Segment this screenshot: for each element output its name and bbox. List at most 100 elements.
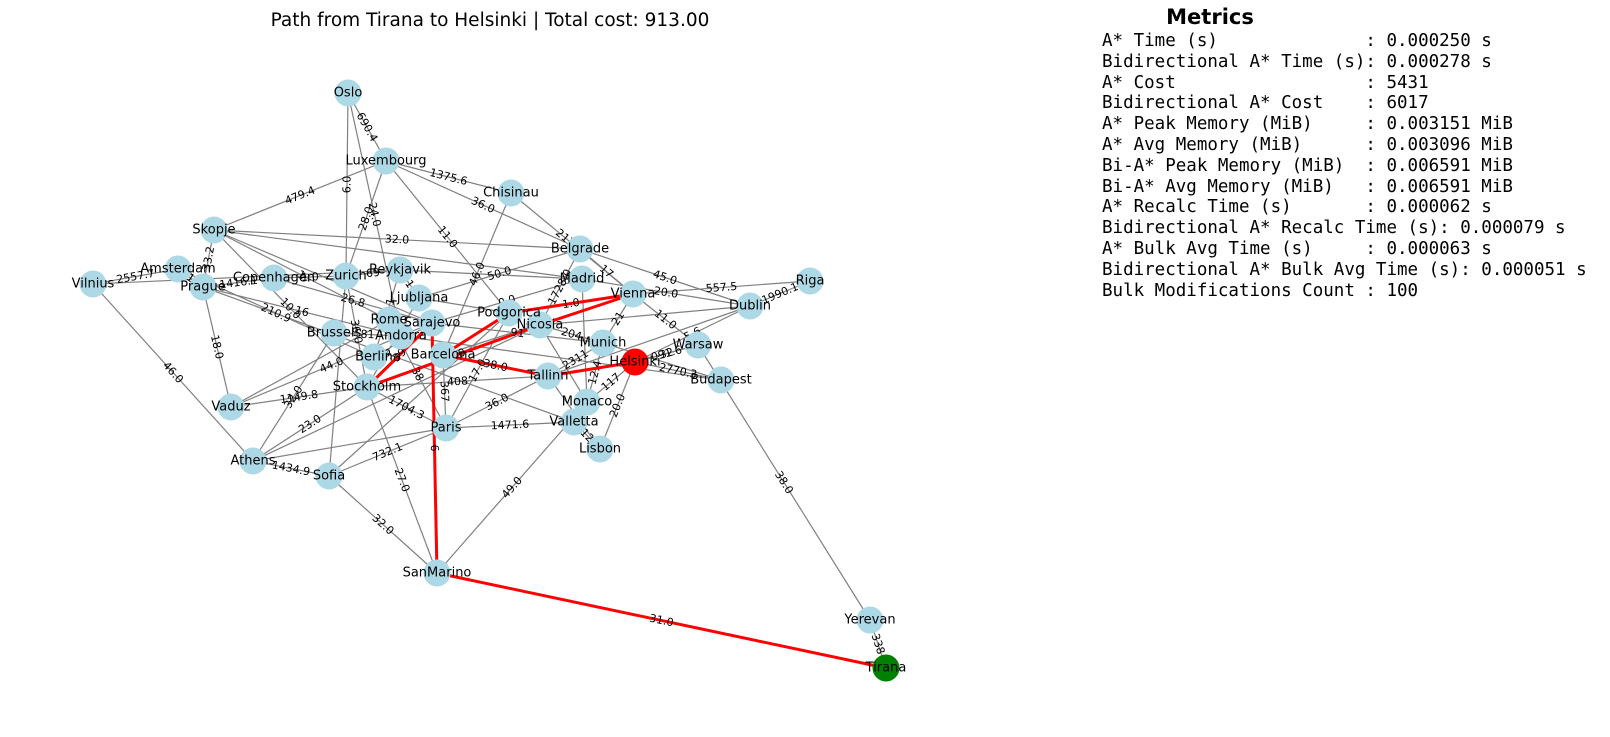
node-podgorica [495, 299, 523, 327]
node-belgrade [566, 235, 594, 263]
node-sarajevo [418, 309, 446, 337]
edge-tallinn-paris [445, 375, 549, 429]
metrics-title: Metrics [1166, 5, 1254, 29]
edge-vilnius-amsterdam [92, 268, 179, 285]
node-label-dublin: Dublin [729, 299, 771, 314]
node-zurich [332, 262, 360, 290]
edge-prague-valletta [202, 286, 575, 423]
node-madrid [568, 265, 596, 293]
edge-copenhagen-sarajevo [273, 277, 433, 324]
node-label-berlin: Berlin [355, 350, 393, 365]
edge-label: 1.0 [561, 296, 580, 311]
edge-belgrade-dublin [579, 248, 751, 307]
node-sanmarino [423, 559, 451, 587]
edge-label: 11.0 [652, 307, 679, 332]
edge-label: 1416.1 [219, 274, 259, 292]
edge-vienna-riga [632, 280, 811, 295]
edge-vilnius-athens [92, 283, 254, 462]
edge-luxembourg-zurich [345, 160, 387, 277]
node-label-vienna: Vienna [611, 287, 656, 302]
node-stockholm [353, 373, 381, 401]
graph-title: Path from Tirana to Helsinki | Total cos… [271, 10, 710, 31]
edge-label: 38.0 [482, 357, 509, 375]
edge-skopje-belgrade [213, 229, 581, 250]
metric-line: Bi-A* Avg Memory (MiB) : 0.006591 MiB [1102, 176, 1513, 197]
edge-label: 16 [294, 304, 311, 320]
edge-label: 117 [599, 370, 623, 393]
node-label-monaco: Monaco [562, 395, 613, 410]
edge-label: 12.4 [586, 359, 605, 386]
edge-label: 69 [365, 266, 380, 280]
node-athens [239, 447, 267, 475]
edge-label: 11.0 [435, 223, 461, 250]
edge-label: 26.8 [339, 291, 366, 310]
edge-helsinki-lisbon [599, 361, 636, 450]
node-vilnius [79, 270, 107, 298]
node-monaco [573, 388, 601, 416]
edge-label: 20.0 [653, 284, 679, 301]
node-luxembourg [372, 147, 400, 175]
edge-nicosia-vienna [539, 292, 634, 327]
node-label-madrid: Madrid [560, 272, 605, 287]
node-label-tallinn: Tallinn [526, 369, 568, 384]
edge-luxembourg-chisinau [385, 160, 512, 194]
edge-label: 23.0 [296, 412, 324, 436]
edge-label: 36.0 [348, 318, 365, 344]
graph-canvas: Path from Tirana to Helsinki | Total cos… [72, 10, 907, 682]
node-skopje [200, 216, 228, 244]
edge-luxembourg-belgrade [385, 160, 581, 250]
node-label-nicosia: Nicosia [517, 318, 564, 333]
metric-line: A* Bulk Avg Time (s) : 0.000063 s [1102, 238, 1492, 259]
edge-label: 408 [447, 374, 469, 388]
edge-label: 732.1 [370, 440, 404, 464]
node-vienna [619, 280, 647, 308]
node-label-budapest: Budapest [690, 373, 752, 388]
edge-paris-sofia [328, 427, 447, 477]
node-nicosia [526, 311, 554, 339]
edge-dublin-nicosia [539, 305, 751, 326]
node-label-chisinau: Chisinau [483, 186, 539, 201]
node-label-athens: Athens [230, 454, 275, 469]
edge-brussels-athens [252, 332, 335, 462]
edge-label: 557.5 [705, 280, 737, 295]
node-label-oslo: Oslo [334, 86, 363, 101]
edge-rome-vaduz [230, 319, 390, 408]
edge-dublin-tallinn [547, 305, 751, 377]
node-label-belgrade: Belgrade [551, 242, 609, 257]
edge-zurich-stockholm [345, 275, 368, 388]
edge-label: 18.0 [208, 334, 226, 361]
node-yerevan [856, 606, 884, 634]
node-ljubljana [405, 284, 433, 312]
metric-line: A* Peak Memory (MiB) : 0.003151 MiB [1102, 114, 1513, 135]
node-lisbon [586, 435, 614, 463]
edge-sanmarino-monaco [436, 401, 588, 574]
edge-andorra-budapest [400, 335, 722, 381]
node-label-andorra: Andorra [375, 329, 427, 344]
node-brussels [320, 319, 348, 347]
node-label-tirana: Tirana [865, 661, 907, 676]
edge-label: 338 [869, 632, 888, 656]
metric-line: Bulk Modifications Count : 100 [1102, 280, 1419, 301]
node-label-helsinki: Helsinki [609, 355, 660, 370]
node-labels: Oslo Luxembourg Chisinau Skopje Belgrade Viln… [72, 86, 907, 676]
metrics-list: A* Time (s) : 0.000250 s Bidirectional A*… [1102, 31, 1587, 301]
node-label-valletta: Valletta [549, 415, 598, 430]
edge-label: 27.0 [392, 466, 413, 494]
edge-prague-andorra [202, 286, 402, 337]
node-label-reykjavik: Reykjavik [369, 263, 432, 278]
node-label-munich: Munich [580, 336, 627, 351]
edge-label: 479.4 [283, 184, 317, 208]
edge-prague-vaduz [202, 286, 232, 408]
edge-nicosia-monaco [539, 324, 588, 403]
node-warsaw [684, 331, 712, 359]
node-sofia [315, 462, 343, 490]
edge-label: 91 [510, 326, 525, 341]
edge-label: 6 [428, 444, 441, 451]
edge-label: 367 [438, 381, 452, 403]
edge-luxembourg-skopje [213, 160, 387, 231]
node-label-podgorica: Podgorica [477, 306, 541, 321]
node-amsterdam [164, 255, 192, 283]
node-label-riga: Riga [796, 274, 825, 289]
edge-stockholm-tallinn [366, 375, 549, 388]
metric-line: Bidirectional A* Cost : 6017 [1102, 93, 1429, 114]
